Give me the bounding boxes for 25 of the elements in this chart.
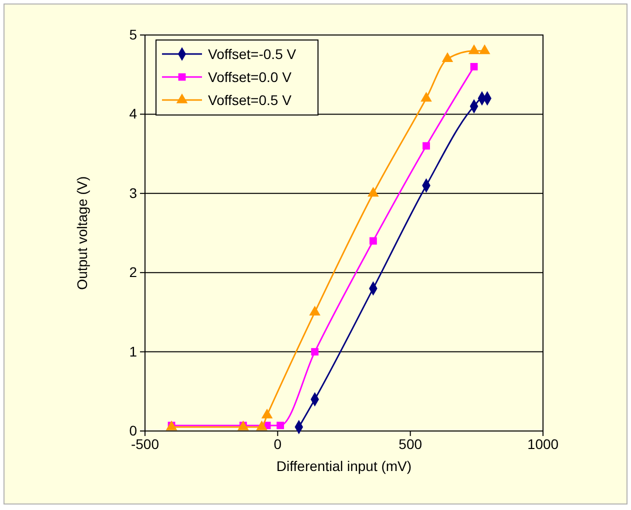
y-tick-label: 0: [129, 422, 138, 438]
x-tick-label: 1000: [527, 436, 559, 452]
point: [276, 422, 284, 430]
point: [468, 44, 480, 54]
y-tick-label: 5: [129, 26, 138, 42]
y-axis-title: Output voltage (V): [74, 176, 90, 290]
point: [442, 52, 454, 62]
y-tick-label: 2: [129, 264, 138, 280]
y-tick-label: 3: [129, 184, 138, 201]
y-tick-label: 1: [129, 343, 138, 360]
legend-label: Voffset=0.5 V: [208, 92, 292, 108]
x-axis-title: Differential input (mV): [276, 458, 412, 474]
x-tick-label: -500: [130, 436, 160, 452]
legend-label: Voffset=0.0 V: [208, 69, 292, 85]
x-tick-label: 0: [274, 436, 282, 452]
point: [420, 92, 432, 102]
point: [422, 142, 430, 150]
point: [470, 62, 478, 70]
point: [478, 44, 490, 54]
point: [368, 186, 379, 197]
x-tick-label: 500: [398, 436, 422, 452]
y-tick-label: 4: [129, 106, 138, 122]
legend-label: Voffset=-0.5 V: [208, 46, 297, 62]
point: [369, 237, 377, 245]
point: [311, 348, 319, 356]
